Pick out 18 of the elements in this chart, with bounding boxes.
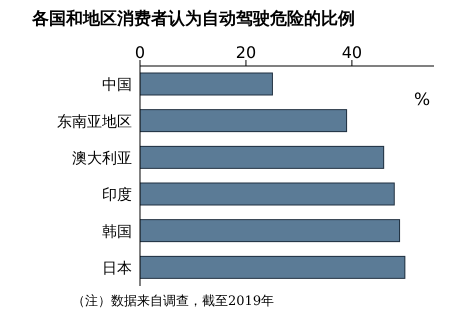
bar bbox=[140, 182, 395, 206]
bar bbox=[140, 109, 348, 132]
bar bbox=[140, 146, 384, 169]
y-tick-label: 韩国 bbox=[102, 222, 132, 240]
bar bbox=[140, 219, 400, 242]
bar bbox=[140, 72, 273, 96]
y-tick-label: 澳大利亚 bbox=[72, 148, 132, 167]
bar bbox=[140, 256, 406, 279]
y-tick-label: 东南亚地区 bbox=[57, 112, 132, 130]
x-tick-label: 20 bbox=[236, 43, 256, 62]
y-tick-label: 印度 bbox=[102, 186, 132, 204]
text: （注）数据来自调查，截至2019年 bbox=[72, 293, 274, 310]
y-tick-label: 日本 bbox=[102, 258, 132, 277]
x-tick-label: 0 bbox=[134, 43, 146, 62]
y-tick-label: 中国 bbox=[102, 76, 132, 94]
annotation: % bbox=[414, 90, 430, 110]
x-tick-label: 40 bbox=[342, 43, 362, 62]
chart-title: 各国和地区消费者认为自动驾驶危险的比例 bbox=[30, 8, 356, 31]
